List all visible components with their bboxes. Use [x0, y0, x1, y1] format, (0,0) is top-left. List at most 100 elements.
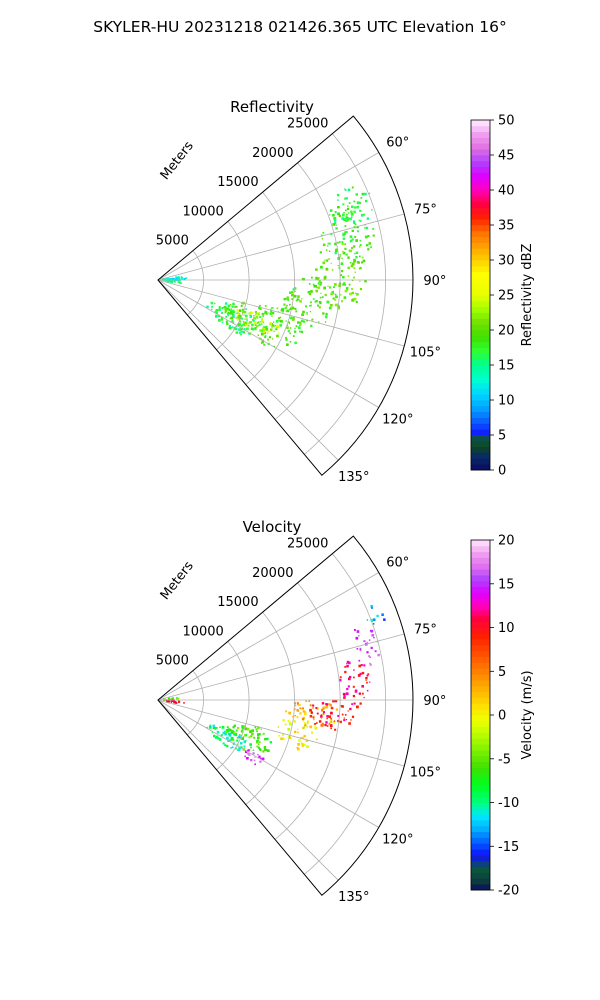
velocity-panel: Velocity 5000 10000 15000 20000 25000 Meters 60… [156, 518, 535, 905]
data-cell [366, 681, 368, 684]
data-cell [383, 618, 386, 621]
data-cell [230, 747, 232, 749]
data-cell [301, 745, 304, 747]
data-cell [286, 324, 288, 326]
data-cell [313, 718, 315, 721]
data-cell [276, 334, 279, 338]
colorbar-segment [471, 400, 490, 407]
data-cell [177, 277, 180, 280]
data-cell [370, 605, 373, 608]
data-cell [359, 209, 362, 212]
data-cell [356, 648, 359, 650]
data-cell [347, 205, 349, 207]
data-cell [318, 720, 322, 723]
data-cell [239, 321, 241, 323]
data-cell [288, 323, 291, 325]
data-cell [372, 227, 375, 230]
reflectivity-panel: Reflectivity 5000 10000 15000 20000 25000 Mete… [156, 98, 535, 485]
colorbar-segment [471, 230, 490, 238]
data-cell [215, 311, 218, 314]
data-cell [183, 277, 186, 281]
data-cell [267, 749, 270, 753]
data-cell [242, 320, 244, 322]
data-cell [230, 308, 232, 310]
data-cell [235, 732, 238, 735]
data-cell [230, 310, 233, 313]
data-cell [359, 255, 361, 258]
data-cell [261, 312, 264, 315]
data-cell [361, 685, 364, 688]
data-cell [233, 732, 236, 736]
r-axis-label: Meters [158, 559, 197, 603]
data-cell [341, 217, 344, 220]
data-cell [287, 310, 290, 313]
data-cell [337, 212, 340, 216]
data-cell [364, 235, 368, 239]
data-cell [241, 324, 243, 326]
data-cell [349, 707, 352, 711]
data-cell [218, 308, 221, 311]
data-cell [322, 711, 326, 714]
data-cell [306, 312, 308, 314]
data-cell [364, 227, 366, 229]
data-cell [270, 328, 273, 331]
data-cell [308, 292, 312, 296]
colorbar-segment [471, 796, 490, 803]
theta-tick-label: 105° [410, 346, 441, 361]
data-cell [320, 715, 323, 718]
data-cell [241, 737, 244, 740]
colorbar-segment [471, 662, 490, 669]
data-cell [356, 226, 359, 229]
colorbar-segment [471, 131, 490, 138]
data-cell [334, 298, 337, 301]
data-cell [231, 327, 233, 329]
data-cell [270, 308, 272, 310]
data-cell [222, 731, 225, 735]
r-tick-label: 10000 [182, 205, 223, 220]
data-cell [334, 251, 337, 255]
colorbar-segment [471, 884, 490, 891]
data-cell [305, 700, 307, 703]
data-cell [342, 232, 344, 234]
data-cell [340, 274, 343, 276]
data-cell [338, 284, 341, 288]
data-cell [237, 312, 239, 314]
data-cell [304, 710, 307, 713]
data-cell [355, 256, 358, 259]
data-cell [221, 725, 225, 729]
data-cell [229, 317, 232, 320]
data-cell [249, 743, 252, 746]
data-cell [367, 235, 370, 237]
data-cell [342, 283, 345, 286]
data-cell [316, 712, 319, 715]
data-cell [376, 640, 379, 643]
data-cell [262, 750, 265, 753]
data-cell [266, 332, 269, 335]
data-cell [364, 192, 367, 196]
theta-gridline [157, 699, 405, 767]
colorbar-segment [471, 580, 490, 588]
data-cell [231, 746, 234, 749]
data-cell [234, 327, 238, 331]
data-cell [290, 737, 292, 739]
colorbar-tick-label: 0 [498, 464, 506, 479]
colorbar-segment [471, 155, 490, 162]
data-cell [264, 335, 267, 337]
theta-gridline [157, 152, 380, 281]
data-cell [371, 209, 373, 211]
data-cell [291, 306, 295, 310]
data-cell [300, 319, 304, 323]
data-cell [241, 727, 244, 730]
colorbar-segment [471, 341, 490, 348]
data-cell [339, 676, 342, 679]
data-cell [228, 308, 231, 311]
data-cell [366, 674, 369, 677]
data-cell [250, 746, 252, 749]
colorbar-segment [471, 195, 490, 203]
data-cell [339, 720, 342, 724]
data-cell [224, 307, 227, 311]
data-cell [351, 715, 355, 718]
data-cell [232, 305, 234, 308]
data-cell [344, 225, 347, 227]
data-cell [369, 662, 371, 665]
